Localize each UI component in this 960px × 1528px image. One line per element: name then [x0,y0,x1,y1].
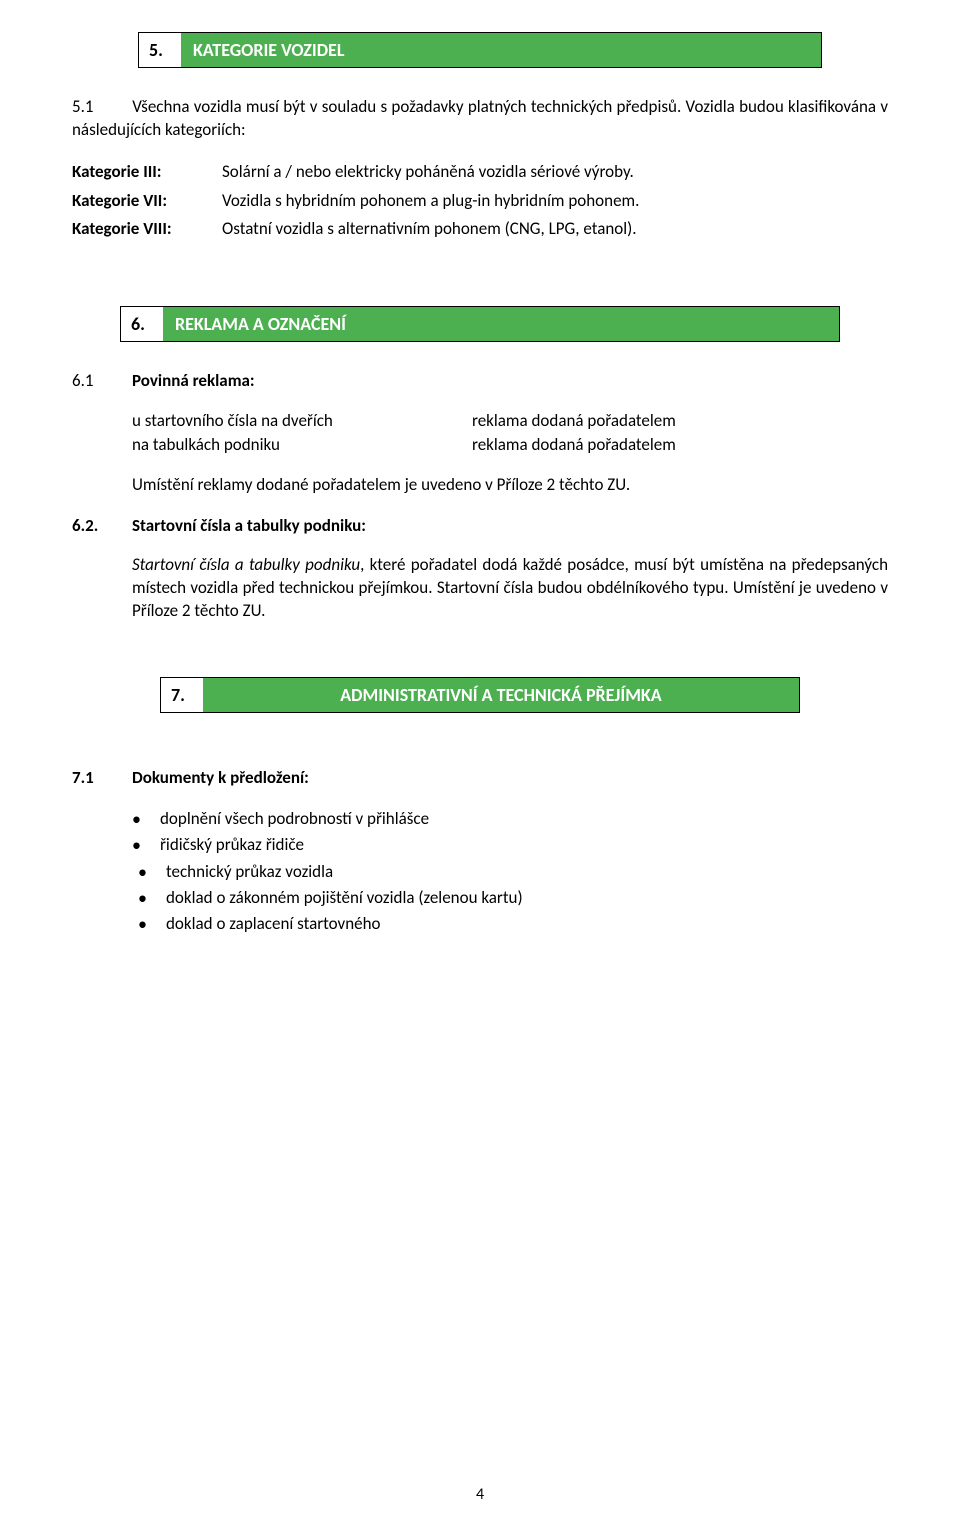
page: 5. KATEGORIE VOZIDEL 5.1 Všechna vozidla… [0,0,960,1528]
section-number-6: 6. [121,307,163,341]
pair-row: na tabulkách podniku reklama dodaná pořa… [132,433,888,458]
section6-body-italic: Startovní čísla a tabulky podniku [132,554,360,575]
section-title-7: ADMINISTRATIVNÍ A TECHNICKÁ PŘEJÍMKA [203,678,799,712]
def-text: Solární a / nebo elektricky poháněná voz… [222,160,888,185]
subheading-6-2: 6.2. Startovní čísla a tabulky podniku: [72,515,888,536]
subheading-7-1: 7.1 Dokumenty k předložení: [72,767,888,788]
subheading-7-1-title: Dokumenty k předložení: [132,767,309,788]
section5-intro: 5.1 Všechna vozidla musí být v souladu s… [72,96,888,142]
pair-row: u startovního čísla na dveřích reklama d… [132,409,888,434]
list-item: technický průkaz vozidla [132,859,888,885]
clause-num-6-1: 6.1 [72,370,132,391]
section-header-6: 6. REKLAMA A OZNAČENÍ [120,306,840,342]
pair-right: reklama dodaná pořadatelem [472,409,888,434]
section6-body: Startovní čísla a tabulky podniku, které… [132,554,888,623]
page-number: 4 [0,1485,960,1504]
def-row: Kategorie VIII: Ostatní vozidla s altern… [72,217,888,242]
subheading-6-1-title: Povinná reklama: [132,370,255,391]
list-item: řidičský průkaz řidiče [132,832,888,858]
reklama-pairs: u startovního čísla na dveřích reklama d… [132,409,888,458]
pair-right: reklama dodaná pořadatelem [472,433,888,458]
documents-list: doplnění všech podrobností v přihlášce ř… [132,806,888,938]
section-number-5: 5. [139,33,181,67]
list-item: doklad o zákonném pojištění vozidla (zel… [132,885,888,911]
def-text: Vozidla s hybridním pohonem a plug-in hy… [222,189,888,214]
section-header-5: 5. KATEGORIE VOZIDEL [138,32,822,68]
section-title-6: REKLAMA A OZNAČENÍ [163,307,839,341]
def-label: Kategorie VIII: [72,217,222,242]
def-row: Kategorie VII: Vozidla s hybridním pohon… [72,189,888,214]
def-label: Kategorie III: [72,160,222,185]
def-text: Ostatní vozidla s alternativním pohonem … [222,217,888,242]
placement-text: Umístění reklamy dodané pořadatelem je u… [132,474,888,497]
section5-intro-text: Všechna vozidla musí být v souladu s pož… [72,96,888,140]
section-number-7: 7. [161,678,203,712]
section-title-5: KATEGORIE VOZIDEL [181,33,821,67]
clause-num-5-1: 5.1 [72,96,128,119]
def-row: Kategorie III: Solární a / nebo elektric… [72,160,888,185]
clause-num-6-2: 6.2. [72,515,132,536]
section-header-7: 7. ADMINISTRATIVNÍ A TECHNICKÁ PŘEJÍMKA [160,677,800,713]
subheading-6-2-title: Startovní čísla a tabulky podniku: [132,515,366,536]
list-item: doplnění všech podrobností v přihlášce [132,806,888,832]
list-item: doklad o zaplacení startovného [132,911,888,937]
category-definitions: Kategorie III: Solární a / nebo elektric… [72,160,888,242]
def-label: Kategorie VII: [72,189,222,214]
subheading-6-1: 6.1 Povinná reklama: [72,370,888,391]
clause-num-7-1: 7.1 [72,767,132,788]
pair-left: na tabulkách podniku [132,433,472,458]
pair-left: u startovního čísla na dveřích [132,409,472,434]
